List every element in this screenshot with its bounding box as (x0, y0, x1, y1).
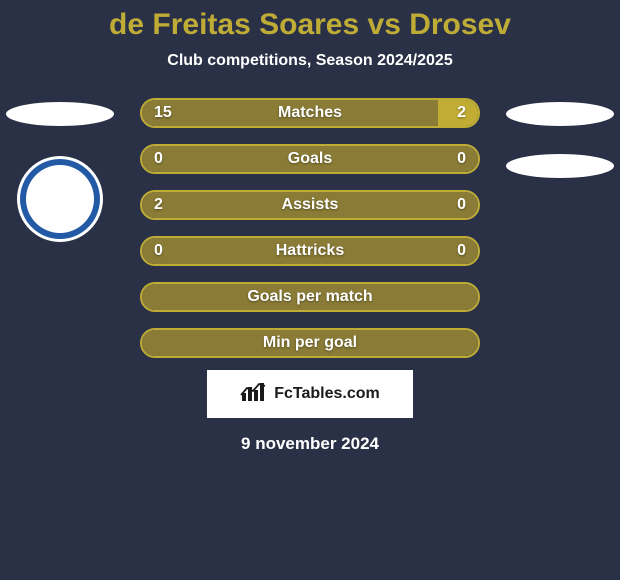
page-subtitle: Club competitions, Season 2024/2025 (0, 52, 620, 70)
club-badge-left: ПФК София (17, 156, 103, 242)
bar-segment-left (142, 330, 310, 356)
bar-segment-left (142, 192, 478, 218)
club-badge-inner-text: ПФК София (32, 171, 88, 227)
chart-icon (240, 381, 266, 408)
bar-row: Goals per match (140, 282, 480, 312)
page-title: de Freitas Soares vs Drosev (0, 0, 620, 42)
bar-segment-right (310, 284, 478, 310)
bar-row: Hattricks00 (140, 236, 480, 266)
bar-segment-right (310, 330, 478, 356)
page: de Freitas Soares vs Drosev Club competi… (0, 0, 620, 580)
bar-row: Goals00 (140, 144, 480, 174)
bar-segment-right (310, 238, 478, 264)
bar-row: Assists20 (140, 190, 480, 220)
bar-segment-right (310, 146, 478, 172)
footer-badge[interactable]: FcTables.com (207, 370, 413, 418)
left-placeholder-oval (6, 102, 114, 126)
right-placeholder-oval-1 (506, 102, 614, 126)
date-text: 9 november 2024 (0, 434, 620, 454)
bar-segment-left (142, 146, 310, 172)
bar-segment-right (438, 100, 478, 126)
bar-segment-left (142, 284, 310, 310)
bar-row: Matches152 (140, 98, 480, 128)
right-column (500, 98, 620, 178)
comparison-bars: Matches152 Goals00 Assists20 Hattricks00 Goa… (140, 98, 480, 358)
right-placeholder-oval-2 (506, 154, 614, 178)
bar-segment-left (142, 238, 310, 264)
content: ПФК София Matches152 Goals00 Assists20 Hatt… (0, 98, 620, 358)
left-column: ПФК София (0, 98, 120, 242)
bar-segment-left (142, 100, 438, 126)
footer-badge-text: FcTables.com (274, 385, 380, 403)
bar-row: Min per goal (140, 328, 480, 358)
